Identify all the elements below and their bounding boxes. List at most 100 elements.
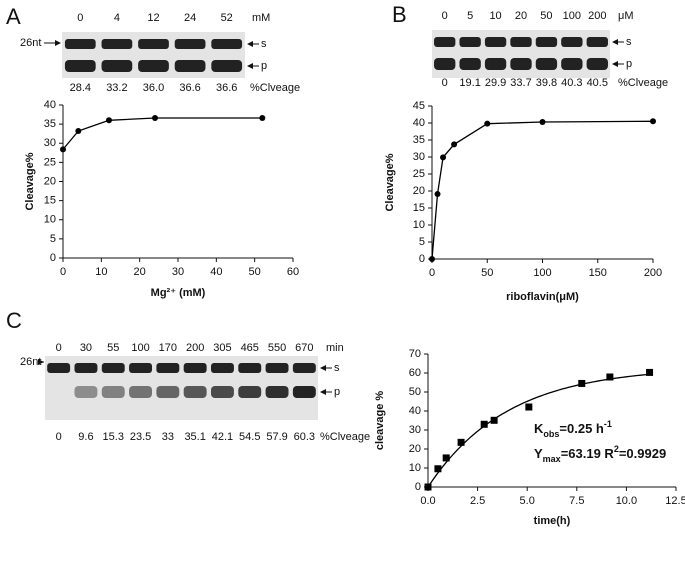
data-point	[525, 403, 533, 411]
cleavage-value: 39.8	[536, 77, 557, 89]
data-point	[60, 146, 66, 153]
band-label: p	[261, 60, 267, 72]
x-tick-label: 150	[589, 267, 607, 279]
lane-label: 0	[442, 10, 448, 22]
band-p	[129, 386, 153, 398]
marker-label: 26nt	[20, 356, 41, 368]
lane-label: 550	[268, 342, 286, 354]
lane-label: 0	[77, 12, 83, 24]
x-tick-label: 20	[134, 266, 146, 278]
lane-label: 52	[221, 12, 233, 24]
band-s	[174, 39, 206, 49]
data-point	[578, 379, 586, 387]
cleavage-value: 35.1	[184, 431, 205, 443]
x-tick-label: 60	[287, 266, 299, 278]
data-point	[75, 128, 82, 135]
lane-label: 100	[563, 10, 581, 22]
cleavage-value: 0	[56, 431, 62, 443]
y-tick-label: 10	[409, 462, 421, 474]
band-s	[265, 363, 289, 373]
lane-label: 200	[186, 342, 204, 354]
x-tick-label: 5.0	[520, 495, 535, 507]
cleavage-label: %Clveage	[250, 82, 300, 94]
y-tick-label: 25	[413, 168, 425, 180]
y-tick-label: 20	[413, 185, 425, 197]
data-point	[429, 256, 435, 262]
band-p	[510, 58, 532, 70]
band-p	[156, 386, 180, 398]
annotation-part: =0.9929	[619, 446, 666, 461]
cleavage-value: 9.6	[78, 431, 93, 443]
band-s	[238, 363, 262, 373]
lane-label: 170	[159, 342, 177, 354]
cleavage-value: 15.3	[103, 431, 124, 443]
y-tick-label: 50	[409, 386, 421, 398]
cleavage-label: %Clveage	[618, 77, 668, 89]
cleavage-value: 33.7	[510, 77, 531, 89]
cleavage-value: 57.9	[266, 431, 287, 443]
band-p	[74, 386, 98, 398]
annotation-part: K	[534, 421, 544, 436]
arrow-head	[55, 40, 61, 46]
data-point	[490, 416, 498, 424]
x-tick-label: 0	[429, 267, 435, 279]
arrow-head	[38, 359, 44, 365]
lane-label: 465	[241, 342, 259, 354]
x-tick-label: 12.5	[665, 495, 685, 507]
band-s	[561, 37, 583, 47]
annotation: Ymax=63.19 R2=0.9929	[534, 444, 666, 464]
data-point	[457, 438, 465, 446]
panel-label: A	[6, 4, 21, 29]
x-tick-label: 50	[481, 267, 493, 279]
data-point	[434, 465, 442, 473]
cleavage-value: 33	[162, 431, 174, 443]
marker-label: 26nt	[20, 37, 41, 49]
band-label: p	[626, 58, 632, 70]
band-label: s	[334, 362, 340, 374]
y-axis-label: Cleavage%	[24, 152, 36, 210]
band-p	[211, 60, 243, 72]
band-p	[238, 386, 262, 398]
y-tick-label: 20	[44, 175, 56, 187]
data-line	[431, 120, 654, 260]
data-point	[424, 483, 432, 491]
y-tick-label: 35	[44, 118, 56, 130]
band-s	[484, 37, 507, 47]
band-p	[183, 386, 207, 398]
x-tick-label: 50	[249, 266, 261, 278]
annotation-part: 2	[614, 444, 619, 454]
x-axis-label: riboflavin(μM)	[506, 291, 579, 303]
x-tick-label: 2.5	[470, 495, 485, 507]
y-tick-label: 0	[419, 253, 425, 265]
lane-label: 5	[467, 10, 473, 22]
band-label: s	[626, 36, 632, 48]
y-tick-label: 25	[44, 156, 56, 168]
band-s	[138, 39, 169, 49]
lane-label: 10	[489, 10, 501, 22]
band-s	[586, 37, 608, 47]
unit-label: min	[326, 342, 344, 354]
data-point	[646, 368, 654, 376]
cleavage-value: 0	[442, 77, 448, 89]
lane-label: 24	[184, 12, 196, 24]
y-tick-label: 10	[413, 219, 425, 231]
y-tick-label: 5	[50, 233, 56, 245]
y-tick-label: 40	[413, 117, 425, 129]
band-p	[586, 58, 608, 70]
data-point	[480, 420, 488, 428]
band-s	[210, 363, 234, 373]
annotation-part: =63.19 R	[561, 446, 615, 461]
band-p	[484, 58, 507, 70]
x-tick-label: 10	[95, 266, 107, 278]
y-tick-label: 15	[413, 202, 425, 214]
cleavage-value: 54.5	[239, 431, 260, 443]
y-tick-label: 10	[44, 214, 56, 226]
y-tick-label: 60	[409, 367, 421, 379]
annotation-part: obs	[543, 429, 559, 439]
x-tick-label: 100	[533, 267, 551, 279]
cleavage-label: %Clveage	[320, 431, 370, 443]
cleavage-value: 23.5	[130, 431, 151, 443]
band-s	[183, 363, 207, 373]
data-point	[259, 115, 266, 122]
cleavage-value: 36.0	[143, 82, 164, 94]
